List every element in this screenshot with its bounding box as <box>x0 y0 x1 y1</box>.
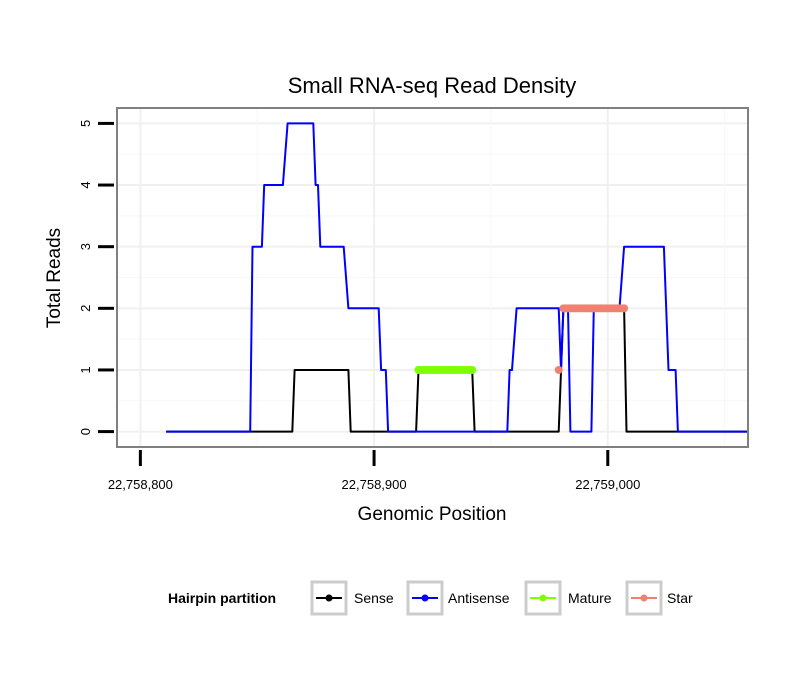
y-axis-title: Total Reads <box>44 228 65 328</box>
x-tick-label: 22,758,800 <box>108 477 173 492</box>
legend-label: Sense <box>354 590 394 606</box>
data-point-star <box>554 365 563 374</box>
y-tick-label: 3 <box>78 243 93 250</box>
series-line-antisense <box>166 122 748 433</box>
legend-key-point <box>539 594 547 602</box>
y-tick-label: 5 <box>78 120 93 127</box>
x-axis-title: Genomic Position <box>358 504 507 525</box>
legend-item-antisense: Antisense <box>406 580 510 616</box>
x-tick-label: 22,758,900 <box>342 477 407 492</box>
chart-title: Small RNA-seq Read Density <box>288 73 577 98</box>
series-antisense <box>166 122 748 433</box>
y-tick-label: 2 <box>78 305 93 312</box>
x-tick-label: 22,759,000 <box>575 477 640 492</box>
plot-border <box>116 107 749 448</box>
legend-key-point <box>325 594 333 602</box>
legend-key-point <box>421 594 429 602</box>
y-tick-label: 1 <box>78 366 93 373</box>
y-tick-label: 0 <box>78 428 93 435</box>
legend-item-star: Star <box>625 580 693 616</box>
legend: Hairpin partition Sense Antisense Mature St… <box>168 580 693 616</box>
y-tick-label: 4 <box>78 181 93 188</box>
series-mature <box>414 365 477 374</box>
legend-item-mature: Mature <box>524 580 612 616</box>
legend-item-sense: Sense <box>310 580 394 616</box>
data-point-star <box>620 304 629 313</box>
series-star <box>554 304 629 374</box>
series-layer <box>166 122 748 433</box>
legend-label: Antisense <box>448 590 510 606</box>
legend-key-point <box>640 594 648 602</box>
legend-label: Star <box>667 590 693 606</box>
legend-title: Hairpin partition <box>168 590 276 606</box>
legend-label: Mature <box>568 590 612 606</box>
data-point-mature <box>468 365 477 374</box>
axes: 0 1 2 3 4 5 22,758,800 22,758,900 22,759,000 <box>78 107 749 492</box>
